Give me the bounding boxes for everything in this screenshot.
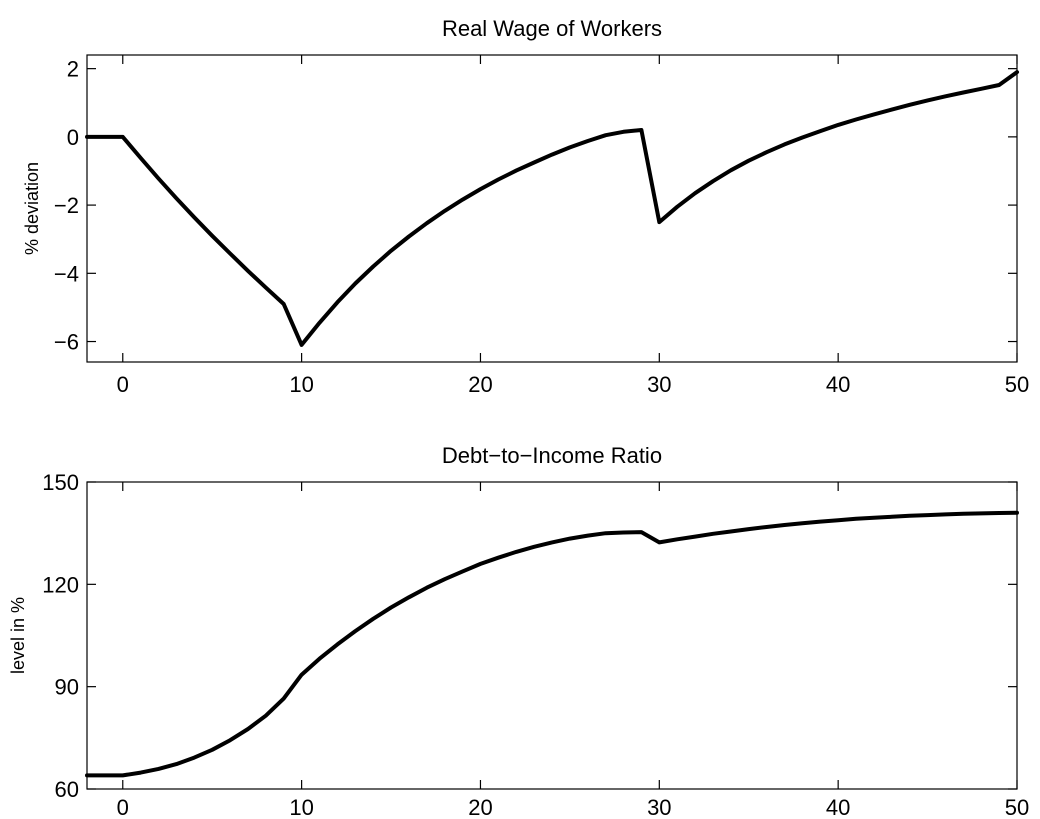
x-tick-label: 0 [117, 372, 129, 397]
x-tick-label: 40 [826, 372, 850, 397]
y-tick-label: 150 [42, 470, 79, 495]
x-tick-label: 10 [289, 372, 313, 397]
plot-frame [86, 54, 1018, 363]
y-axis-label: % deviation [22, 162, 42, 255]
plot-frame [86, 481, 1018, 790]
y-tick-label: 60 [55, 777, 79, 802]
x-tick-label: 20 [468, 372, 492, 397]
y-tick-label: −2 [54, 193, 79, 218]
y-tick-label: 0 [67, 125, 79, 150]
x-tick-label: 50 [1005, 372, 1029, 397]
x-tick-label: 50 [1005, 795, 1029, 819]
x-tick-label: 10 [289, 795, 313, 819]
y-tick-label: 2 [67, 57, 79, 82]
y-tick-label: 120 [42, 572, 79, 597]
x-tick-label: 20 [468, 795, 492, 819]
x-tick-label: 0 [117, 795, 129, 819]
y-tick-label: −4 [54, 261, 79, 286]
x-tick-label: 30 [647, 795, 671, 819]
debt-panel: Debt−to−Income Ratio 0 10 20 30 40 50 150 120 90 6… [8, 443, 1029, 819]
series-line [85, 510, 1019, 778]
x-tick-label: 30 [647, 372, 671, 397]
y-tick-label: −6 [54, 330, 79, 355]
y-tick-label: 90 [55, 675, 79, 700]
chart-title: Debt−to−Income Ratio [442, 443, 662, 468]
x-tick-label: 40 [826, 795, 850, 819]
chart-title: Real Wage of Workers [442, 16, 662, 41]
series-line [85, 70, 1019, 347]
y-axis-label: level in % [8, 597, 28, 674]
